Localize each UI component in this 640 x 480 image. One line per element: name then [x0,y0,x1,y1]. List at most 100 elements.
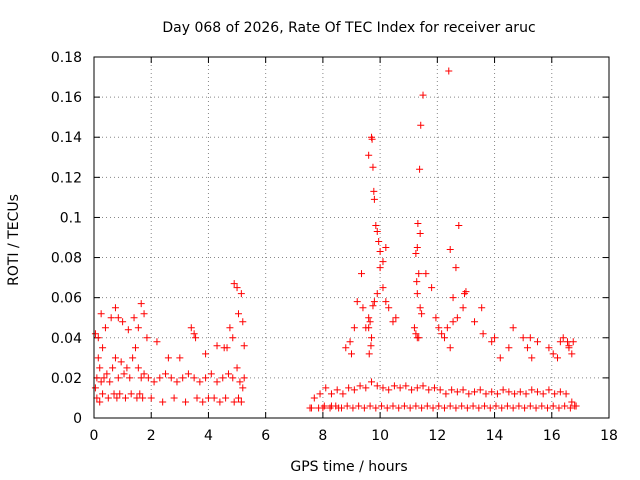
data-point [91,330,99,338]
data-point [383,404,391,412]
data-point [144,374,152,382]
data-point [382,244,390,252]
data-point [372,404,380,412]
data-point [349,404,357,412]
data-point [505,344,513,352]
data-point [126,374,134,382]
data-point [100,374,108,382]
data-point [140,310,148,318]
data-point [430,384,438,392]
data-point [413,290,421,298]
data-point [509,404,517,412]
data-point [353,298,361,306]
data-point [452,264,460,272]
plot-frame [93,56,610,419]
data-point [233,284,241,292]
data-point [96,364,104,372]
data-point [147,394,155,402]
data-point [93,394,101,402]
data-point [202,350,210,358]
data-point [538,402,546,410]
data-point [179,374,187,382]
data-point [117,358,125,366]
data-point [114,314,122,322]
data-point [94,334,102,342]
data-point [192,334,200,342]
data-point [368,378,376,386]
data-point [408,386,416,394]
y-tick-label: 0 [73,411,82,427]
x-tick-label: 16 [543,428,561,444]
data-point [199,398,207,406]
data-point [561,402,569,410]
data-point [568,398,576,406]
data-point [350,324,358,332]
data-point [368,334,376,342]
data-point [471,388,479,396]
x-tick-label: 18 [600,428,618,444]
data-point [373,227,381,235]
data-point [375,238,383,246]
data-point [523,344,531,352]
data-point [136,390,144,398]
grid-lines [94,57,609,418]
data-point [350,386,358,394]
data-point [101,324,109,332]
data-point [182,398,190,406]
data-point [453,388,461,396]
data-point [418,404,426,412]
data-point [153,338,161,346]
data-point [396,384,404,392]
data-point [335,404,343,412]
data-point [455,221,463,229]
data-point [164,354,172,362]
data-point [91,384,99,392]
data-point [461,290,469,298]
x-tick-label: 12 [428,428,446,444]
data-point [370,187,378,195]
data-point [190,374,198,382]
data-point [99,344,107,352]
data-point [440,334,448,342]
data-point [216,398,224,406]
data-point [385,386,393,394]
data-point [436,386,444,394]
data-point [422,270,430,278]
data-point [373,382,381,390]
data-point [140,370,148,378]
data-point [543,404,551,412]
data-point [339,390,347,398]
data-point [316,390,324,398]
data-point [366,402,374,410]
data-point [240,342,248,350]
x-tick-label: 2 [147,428,156,444]
data-point [390,382,398,390]
data-point [367,342,375,350]
data-point [488,338,496,346]
data-point [365,314,373,322]
data-point [109,364,117,372]
data-point [378,402,386,410]
data-point [127,390,135,398]
x-tick-label: 0 [90,428,99,444]
data-point [428,284,436,292]
data-point [307,404,315,412]
data-point [566,404,574,412]
data-point [184,370,192,378]
data-point [370,195,378,203]
data-point [370,298,378,306]
data-point [416,304,424,312]
data-point [187,324,195,332]
data-point [478,304,486,312]
data-point [435,402,443,410]
data-point [99,390,107,398]
data-point [170,394,178,402]
data-point [124,326,132,334]
data-point [410,324,418,332]
data-point [343,402,351,410]
data-point [448,386,456,394]
data-point [207,370,215,378]
y-tick-label: 0.16 [51,90,82,106]
data-point [446,344,454,352]
